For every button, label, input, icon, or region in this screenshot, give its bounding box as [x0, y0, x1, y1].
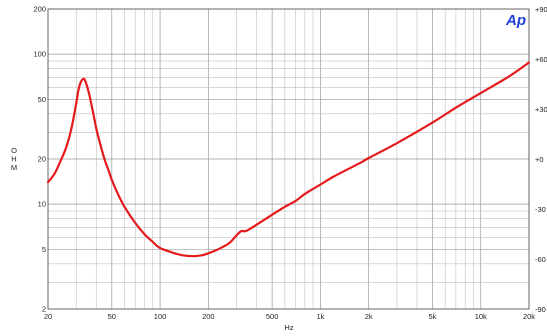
impedance-curve	[46, 61, 531, 258]
y2-tick-label: +30	[535, 105, 547, 114]
x-tick-label: 20k	[523, 312, 535, 321]
y2-tick-label: -30	[535, 205, 546, 214]
x-axis-title: Hz	[284, 323, 293, 332]
y-tick-label: 20	[38, 155, 46, 164]
x-tick-label: 500	[266, 312, 279, 321]
plot-frame	[47, 8, 530, 310]
ap-logo: Ap	[505, 12, 526, 29]
y-axis-title-letter: H	[11, 155, 16, 164]
y-axis-title: OHM	[11, 146, 17, 172]
x-tick-labels: 20 50 100 200 500 1k 2k 5k 10k 20k	[44, 312, 535, 321]
grid-lines	[48, 9, 529, 309]
y-axis-title-letter: M	[11, 163, 17, 172]
x-tick-label: 2k	[365, 312, 373, 321]
y2-tick-labels: +90 +60 +30 +0 -30 -60 -90	[535, 5, 547, 314]
y2-tick-label: +0	[535, 155, 544, 164]
y2-tick-label: -90	[535, 305, 546, 314]
x-tick-label: 1k	[316, 312, 324, 321]
x-tick-label: 50	[108, 312, 116, 321]
y-tick-label: 2	[42, 305, 46, 314]
y-tick-labels: 200 100 50 20 10 5 2	[33, 5, 46, 314]
y-tick-label: 50	[38, 95, 46, 104]
x-tick-label: 100	[154, 312, 167, 321]
curve-layer	[46, 61, 531, 258]
y-axis-title-letter: O	[11, 146, 17, 155]
y-tick-label: 200	[33, 5, 46, 14]
y2-tick-label: +60	[535, 55, 547, 64]
x-tick-label: 5k	[429, 312, 437, 321]
y-tick-label: 100	[33, 50, 46, 59]
x-tick-label: 20	[44, 312, 52, 321]
x-tick-label: 10k	[475, 312, 487, 321]
y2-tick-label: +90	[535, 5, 547, 14]
y-tick-label: 10	[38, 200, 46, 209]
x-tick-label: 200	[202, 312, 215, 321]
y-tick-label: 5	[42, 245, 46, 254]
y2-tick-label: -60	[535, 255, 546, 264]
